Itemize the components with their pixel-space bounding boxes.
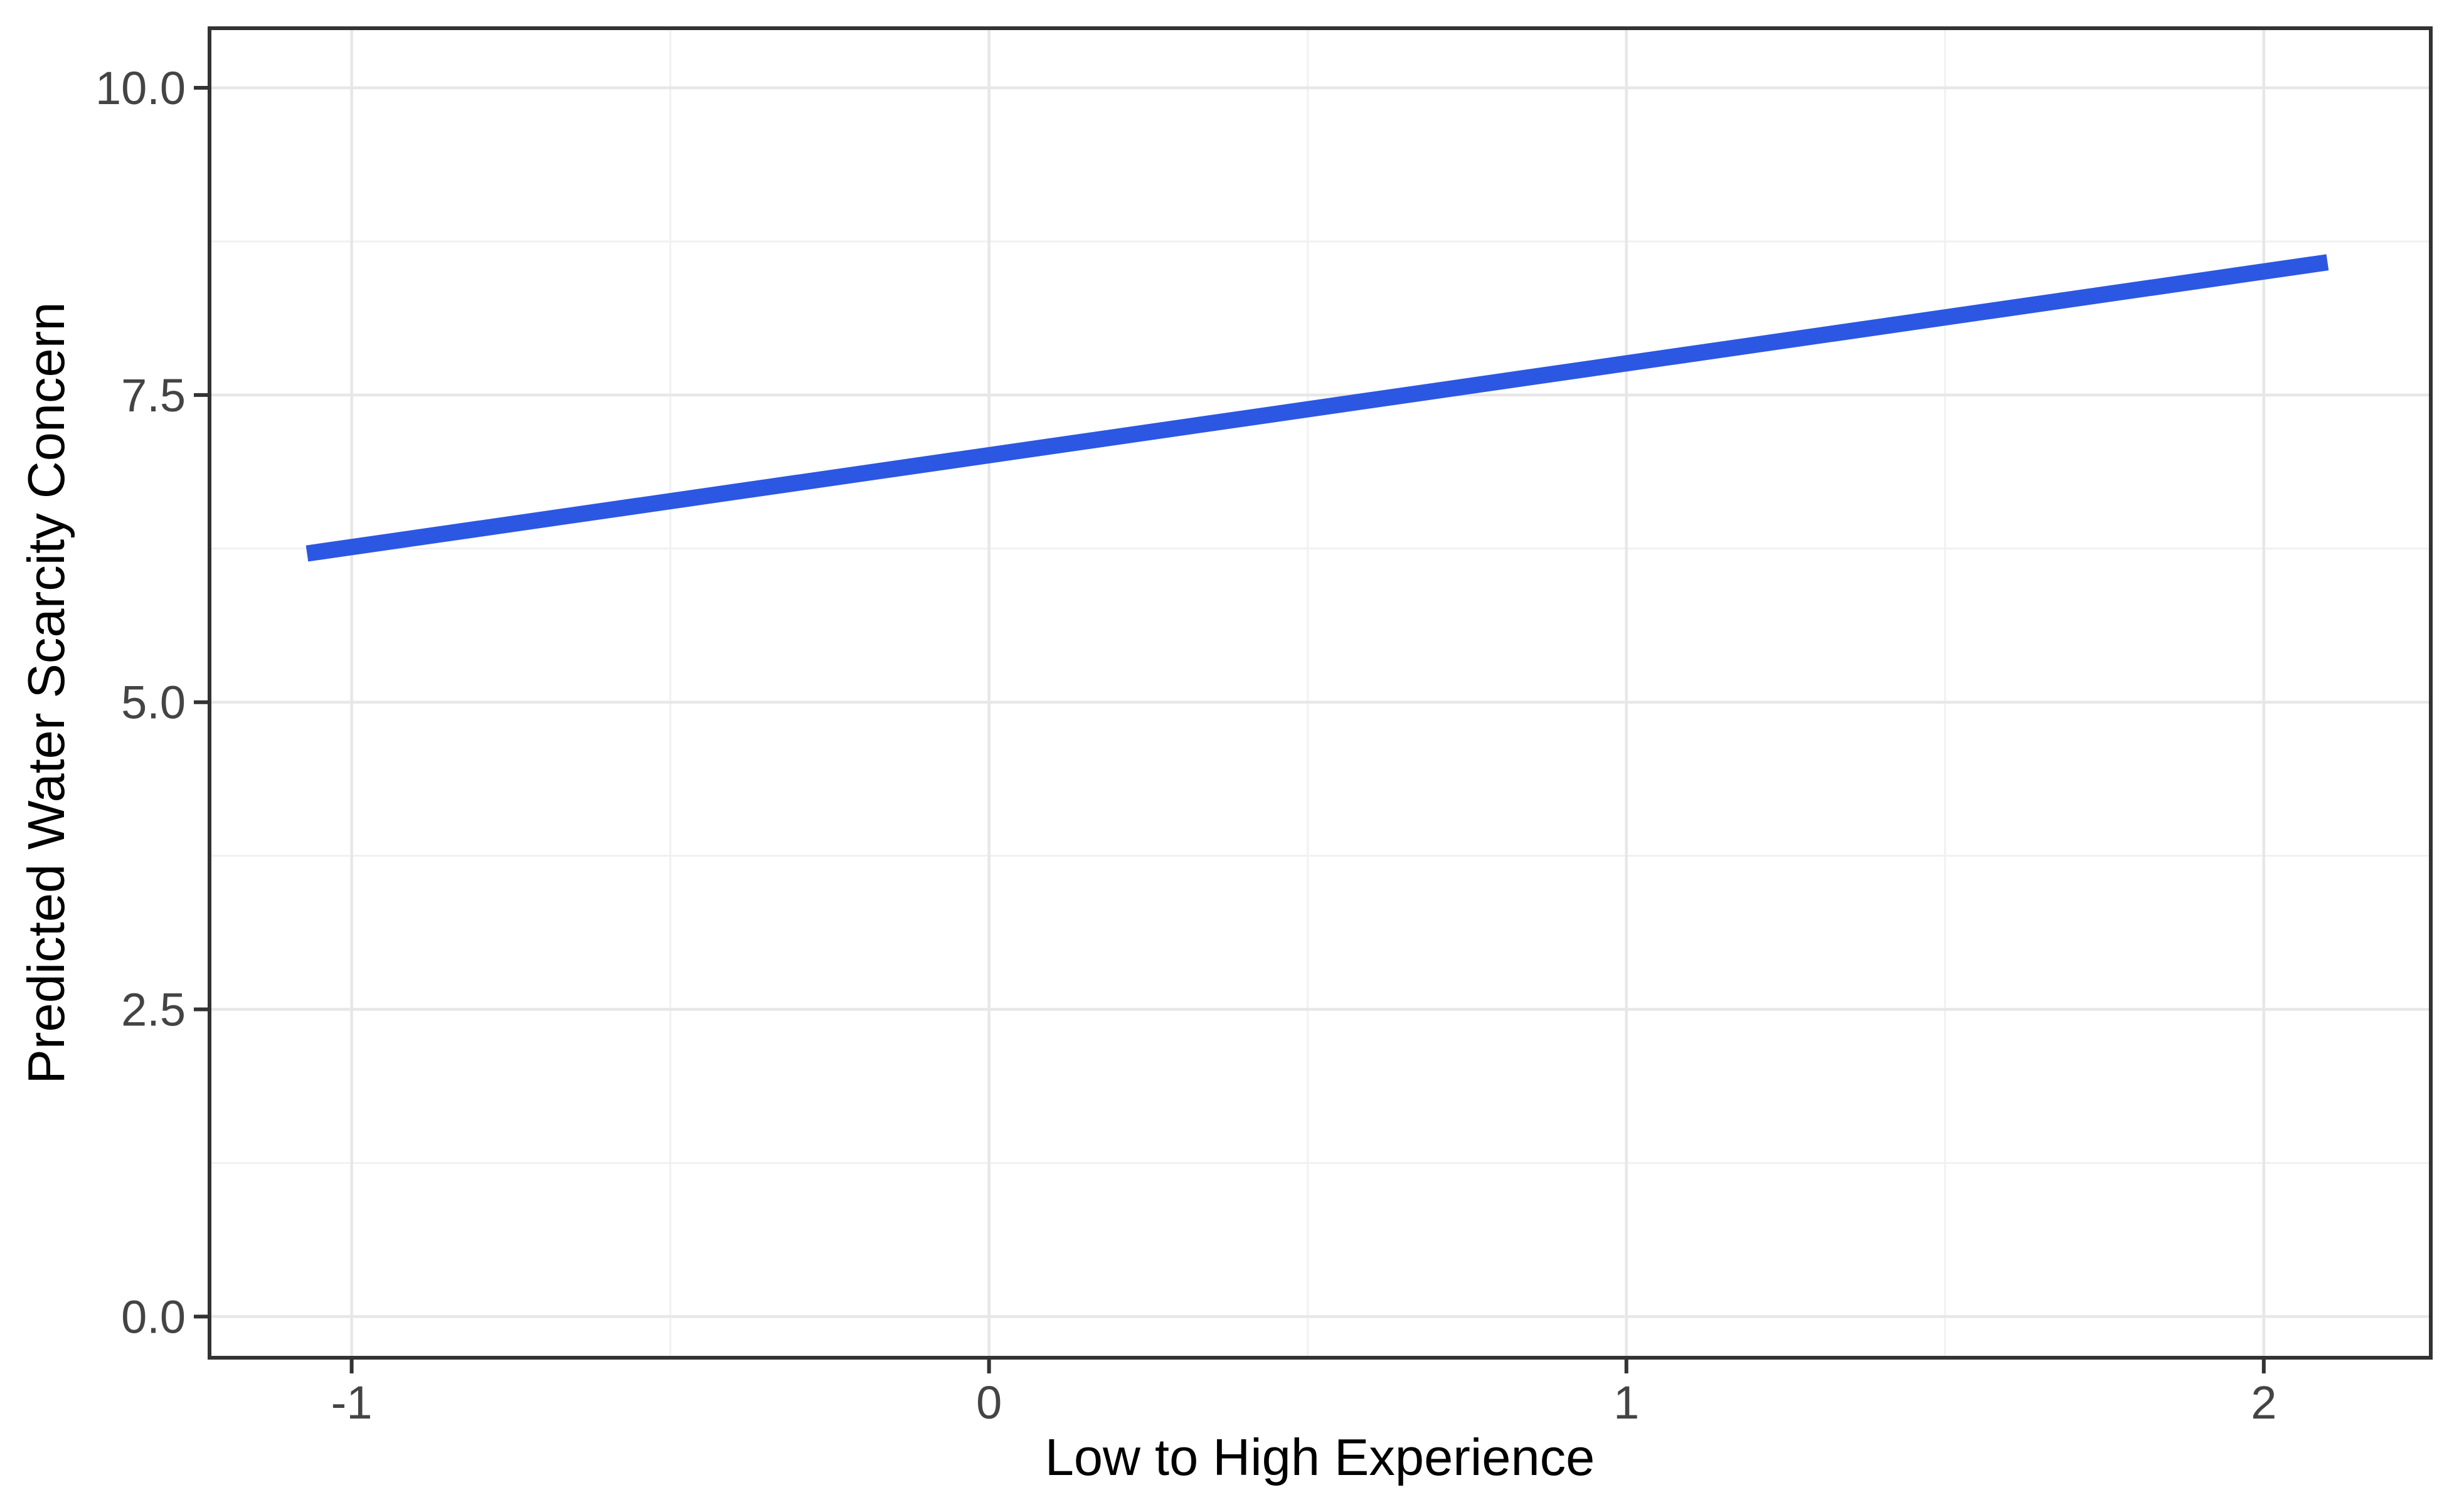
x-tick-label: 0: [976, 1377, 1002, 1429]
y-tick-labels: 0.0 2.5 5.0 7.5 10.0: [95, 62, 186, 1343]
y-tick-label: 10.0: [95, 62, 186, 114]
x-axis-title: Low to High Experience: [1045, 1428, 1595, 1486]
y-tick-label: 2.5: [121, 984, 186, 1036]
major-gridlines: [210, 28, 2431, 1358]
y-tick-label: 5.0: [121, 677, 186, 729]
minor-gridlines: [210, 28, 2431, 1358]
predicted-line: [305, 254, 2329, 562]
y-tick-label: 0.0: [121, 1291, 186, 1343]
y-axis-title: Predicted Water Scarcity Concern: [17, 302, 75, 1084]
plot-panel: [210, 28, 2431, 1358]
prediction-line-group: [305, 254, 2329, 562]
x-tick-label: -1: [331, 1377, 373, 1429]
axis-tick-marks: [194, 86, 2266, 1373]
x-tick-label: 1: [1613, 1377, 1639, 1429]
x-tick-labels: -1 0 1 2: [331, 1377, 2277, 1429]
panel-border: [208, 26, 2433, 1360]
x-tick-label: 2: [2251, 1377, 2276, 1429]
y-tick-label: 7.5: [121, 369, 186, 421]
